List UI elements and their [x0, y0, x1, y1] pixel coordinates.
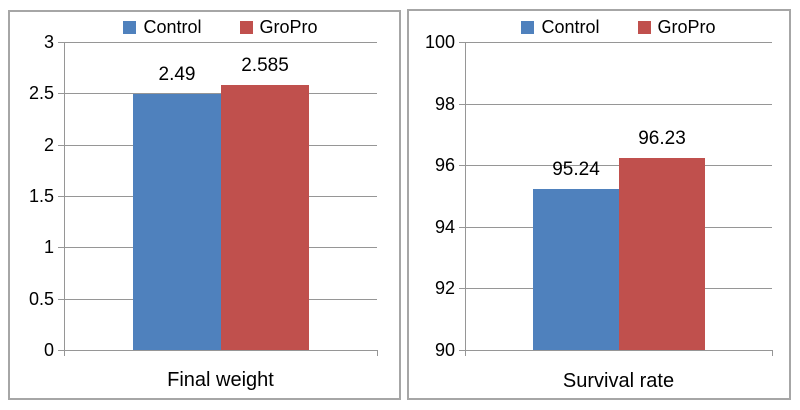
plot-area: Control GroPro Final weight 0 0.5 1 1.5 2 2.5…: [10, 12, 399, 398]
legend: Control GroPro: [465, 15, 772, 39]
bar-control: [533, 189, 619, 350]
y-tick-label: 2: [43, 135, 54, 155]
legend: Control GroPro: [64, 15, 377, 39]
y-tick-label: 1: [43, 237, 54, 257]
y-axis-line: [64, 42, 65, 356]
legend-swatch-gropro-icon: [239, 20, 253, 34]
x-axis-end-tick: [377, 350, 378, 356]
y-tick-label: 3: [43, 32, 54, 52]
x-axis-end-tick: [772, 350, 773, 356]
y-tick-label: 98: [434, 94, 455, 114]
bar-control: [133, 94, 221, 350]
x-axis-line: [58, 350, 377, 351]
y-tick-label: 0.5: [28, 289, 54, 309]
legend-label-control: Control: [541, 17, 600, 37]
bar-gropro: [619, 158, 705, 350]
legend-label-gropro: GroPro: [259, 17, 318, 37]
legend-item-gropro: GroPro: [637, 16, 716, 38]
y-tick-label: 94: [434, 217, 455, 237]
legend-swatch-control-icon: [123, 20, 137, 34]
chart-panel-survival-rate: Control GroPro Survival rate 90 92 94 96 98 1…: [407, 9, 791, 400]
x-axis-line: [459, 350, 772, 351]
data-label-gropro: 96.23: [638, 128, 686, 149]
legend-item-control: Control: [123, 16, 202, 38]
gridline: [459, 165, 772, 166]
gridline: [58, 93, 377, 94]
chart-title: Final weight: [167, 369, 274, 391]
gridline: [58, 42, 377, 43]
gridline: [459, 42, 772, 43]
data-label-control: 95.24: [552, 159, 600, 180]
y-axis-line: [465, 42, 466, 356]
y-tick-label: 2.5: [28, 83, 54, 103]
legend-item-control: Control: [521, 16, 600, 38]
legend-label-control: Control: [143, 17, 202, 37]
legend-swatch-control-icon: [521, 20, 535, 34]
chart-title: Survival rate: [562, 370, 675, 392]
bar-gropro: [221, 85, 309, 350]
y-tick-label: 1.5: [28, 186, 54, 206]
y-tick-label: 0: [43, 340, 54, 360]
legend-swatch-gropro-icon: [637, 20, 651, 34]
plot-area: Control GroPro Survival rate 90 92 94 96 98 1…: [409, 11, 789, 398]
chart-panel-final-weight: Control GroPro Final weight 0 0.5 1 1.5 2 2.5…: [8, 10, 401, 400]
y-tick-label: 96: [434, 155, 455, 175]
legend-item-gropro: GroPro: [239, 16, 318, 38]
y-tick-label: 90: [434, 340, 455, 360]
y-tick-label: 100: [424, 32, 455, 52]
legend-label-gropro: GroPro: [657, 17, 716, 37]
y-tick-label: 92: [434, 278, 455, 298]
data-label-gropro: 2.585: [241, 55, 289, 76]
data-label-control: 2.49: [158, 64, 196, 85]
gridline: [459, 104, 772, 105]
